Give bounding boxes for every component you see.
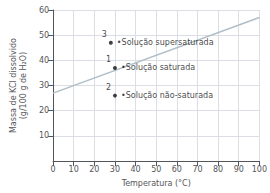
svg-text:10: 10 (39, 131, 49, 140)
svg-text:3: 3 (102, 30, 107, 39)
svg-text:90: 90 (234, 165, 244, 174)
svg-text:2: 2 (106, 83, 111, 92)
svg-text:40: 40 (39, 56, 49, 65)
svg-text:(g/100 g de H₂O): (g/100 g de H₂O) (19, 52, 28, 120)
svg-text:•Solução supersaturada: •Solução supersaturada (117, 38, 214, 47)
svg-text:50: 50 (151, 165, 161, 174)
svg-text:70: 70 (192, 165, 202, 174)
svg-text:20: 20 (89, 165, 99, 174)
svg-text:•Solução saturada: •Solução saturada (121, 63, 195, 72)
svg-text:Massa de KCl dissolvido: Massa de KCl dissolvido (9, 38, 18, 133)
svg-text:60: 60 (39, 6, 49, 15)
svg-text:Temperatura (°C): Temperatura (°C) (121, 179, 191, 188)
svg-text:60: 60 (172, 165, 182, 174)
svg-text:10: 10 (69, 165, 79, 174)
svg-text:50: 50 (39, 31, 49, 40)
svg-text:100: 100 (252, 165, 267, 174)
svg-text:30: 30 (39, 81, 49, 90)
svg-text:0: 0 (51, 165, 56, 174)
svg-text:80: 80 (213, 165, 223, 174)
svg-text:20: 20 (39, 106, 49, 115)
svg-text:30: 30 (110, 165, 120, 174)
svg-text:40: 40 (131, 165, 141, 174)
svg-text:1: 1 (106, 55, 111, 64)
svg-text:•Solução não-saturada: •Solução não-saturada (121, 91, 213, 100)
